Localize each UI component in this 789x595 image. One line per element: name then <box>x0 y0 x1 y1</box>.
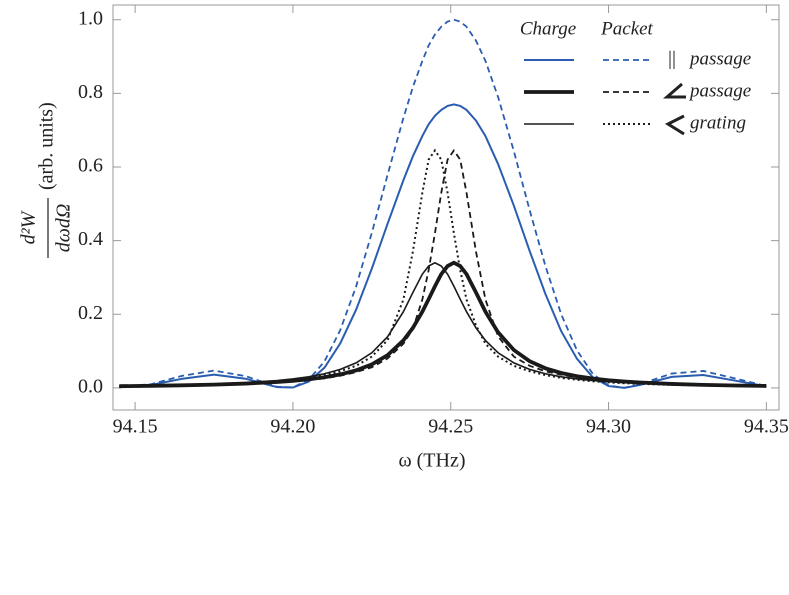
x-tick-label: 94.20 <box>270 416 315 438</box>
x-tick-label: 94.35 <box>744 416 789 438</box>
y-tick-label: 1.0 <box>78 7 103 29</box>
series-line <box>119 148 767 388</box>
y-tick-label: 0.0 <box>78 376 103 398</box>
y-axis-label: d²W dωdΩ (arb. units) <box>18 102 75 258</box>
legend-symbol: || <box>668 48 676 70</box>
y-tick-label: 0.6 <box>78 155 103 177</box>
x-tick-label: 94.25 <box>428 416 473 438</box>
legend-label: grating <box>690 112 746 133</box>
y-tick-label: 0.8 <box>78 81 103 103</box>
y-label-units: (arb. units) <box>36 102 58 190</box>
x-tick-label: 94.15 <box>113 416 158 438</box>
legend-label: passage <box>688 80 751 101</box>
series-line <box>119 261 767 388</box>
legend-column-title: Charge <box>520 18 576 39</box>
y-label-denominator: dωdΩ <box>53 204 75 253</box>
series-line <box>119 103 767 389</box>
x-tick-label: 94.30 <box>586 416 631 438</box>
series-line <box>119 148 767 388</box>
legend-label: passage <box>688 48 751 69</box>
y-tick-label: 0.4 <box>78 228 103 250</box>
series-line <box>119 18 767 389</box>
y-tick-label: 0.2 <box>78 302 103 324</box>
plot-frame <box>112 4 780 411</box>
x-axis-label: ω (THz) <box>398 450 465 472</box>
series-line <box>119 260 767 389</box>
legend-icon <box>664 114 685 136</box>
legend-icon <box>662 82 686 99</box>
legend-column-title: Packet <box>600 18 653 39</box>
y-label-numerator: d²W <box>18 209 40 244</box>
